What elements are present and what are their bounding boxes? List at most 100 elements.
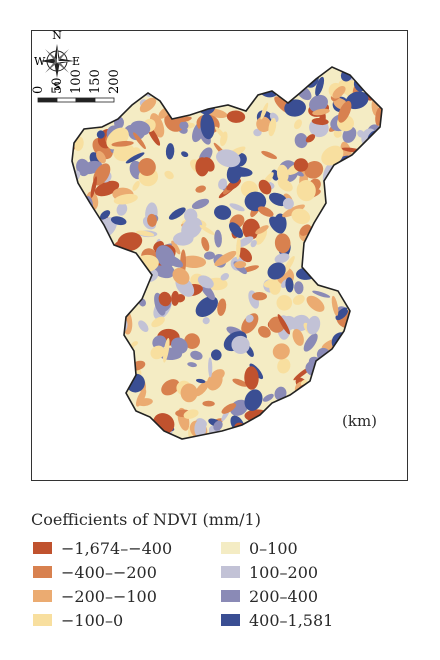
ndvi-patch: [359, 279, 366, 286]
ndvi-patch: [172, 267, 190, 285]
ndvi-patch: [100, 210, 111, 220]
ndvi-patch: [56, 296, 70, 318]
ndvi-patch: [277, 314, 290, 335]
ndvi-patch: [208, 357, 213, 378]
compass-s: S: [53, 80, 61, 91]
legend-swatch: [221, 542, 240, 554]
ndvi-patch: [363, 310, 381, 325]
ndvi-patch: [314, 223, 336, 234]
scale-tick-label: 200: [107, 69, 120, 94]
ndvi-patch: [367, 199, 382, 214]
ndvi-patch: [304, 395, 320, 412]
scale-segment: [37, 97, 58, 103]
ndvi-patch: [214, 250, 237, 267]
ndvi-patch: [171, 240, 181, 255]
ndvi-patch: [273, 213, 287, 234]
ndvi-patch: [334, 181, 352, 205]
ndvi-patch: [103, 282, 115, 293]
scale-segment: [94, 97, 115, 103]
ndvi-patch: [377, 83, 382, 100]
ndvi-patch: [72, 371, 77, 391]
ndvi-patch: [348, 261, 360, 281]
ndvi-patch: [283, 419, 303, 433]
ndvi-patch: [194, 381, 209, 397]
ndvi-patch: [184, 333, 200, 349]
ndvi-patch: [171, 443, 195, 456]
ndvi-patch: [173, 103, 184, 114]
ndvi-patch: [296, 431, 313, 439]
ndvi-patch: [372, 310, 382, 326]
ndvi-patch: [72, 111, 80, 130]
map-frame: N S W E (km) 0 50 100 150 200: [31, 30, 408, 481]
ndvi-patch: [371, 269, 379, 277]
ndvi-patch: [108, 424, 121, 439]
ndvi-patch: [362, 74, 382, 87]
ndvi-patch: [72, 429, 80, 439]
ndvi-patch: [291, 208, 311, 225]
legend-swatch: [33, 542, 52, 554]
ndvi-patch: [76, 213, 99, 228]
ndvi-patch: [252, 427, 273, 438]
ndvi-patch: [81, 301, 94, 313]
ndvi-patch: [83, 441, 97, 450]
ndvi-patch: [234, 261, 247, 269]
ndvi-patch: [72, 229, 87, 242]
ndvi-patch: [96, 130, 105, 139]
ndvi-patch: [321, 145, 344, 166]
ndvi-patch: [108, 362, 127, 383]
ndvi-patch: [190, 350, 203, 360]
ndvi-patch: [72, 125, 73, 136]
ndvi-patch: [328, 356, 339, 363]
ndvi-patch: [381, 244, 400, 259]
ndvi-patch: [228, 222, 244, 238]
ndvi-patch: [189, 67, 198, 74]
ndvi-patch: [258, 326, 271, 338]
scale-bar: 0 50 100 150 200: [32, 69, 120, 103]
ndvi-patch: [274, 407, 295, 425]
ndvi-patch: [161, 379, 180, 396]
legend-label: 400–1,581: [249, 610, 334, 630]
scale-tick-label: 50: [50, 77, 65, 94]
legend-label: 100–200: [249, 562, 319, 582]
ndvi-patch: [303, 333, 318, 352]
ndvi-patch: [59, 138, 68, 148]
ndvi-patch: [244, 366, 259, 390]
ndvi-patch: [72, 270, 80, 278]
ndvi-patch: [73, 290, 94, 310]
ndvi-patch: [74, 250, 86, 265]
ndvi-patch: [173, 231, 194, 246]
ndvi-patch: [229, 203, 245, 212]
ndvi-patch: [226, 110, 246, 123]
ndvi-patch: [72, 404, 82, 428]
ndvi-patch: [349, 170, 365, 192]
ndvi-patch: [72, 351, 85, 367]
legend-item: −200–−100: [33, 586, 157, 606]
ndvi-patch: [364, 322, 382, 343]
ndvi-patch: [358, 186, 377, 200]
ndvi-patch: [380, 147, 382, 165]
ndvi-patch: [341, 177, 350, 184]
ndvi-patch: [163, 337, 170, 363]
ndvi-patch: [72, 412, 84, 431]
ndvi-patch: [242, 218, 260, 240]
ndvi-patch: [221, 403, 237, 414]
ndvi-patch: [250, 239, 257, 248]
ndvi-patch: [183, 409, 199, 419]
ndvi-patch: [321, 232, 343, 246]
ndvi-patch: [288, 421, 307, 439]
ndvi-patch: [232, 431, 251, 439]
ndvi-patch: [72, 228, 78, 249]
ndvi-patch: [91, 310, 109, 321]
ndvi-patch: [236, 236, 241, 260]
ndvi-patch: [382, 298, 397, 320]
compass-rose-icon: N S W E: [34, 31, 80, 91]
ndvi-patch: [306, 295, 325, 312]
ndvi-patch: [113, 193, 138, 205]
ndvi-patch: [165, 143, 175, 160]
ndvi-patch: [200, 113, 215, 140]
ndvi-patch: [336, 188, 350, 208]
ndvi-patch: [195, 185, 206, 193]
ndvi-patch: [72, 389, 84, 410]
ndvi-patch: [72, 425, 84, 437]
ndvi-patch: [72, 267, 77, 272]
